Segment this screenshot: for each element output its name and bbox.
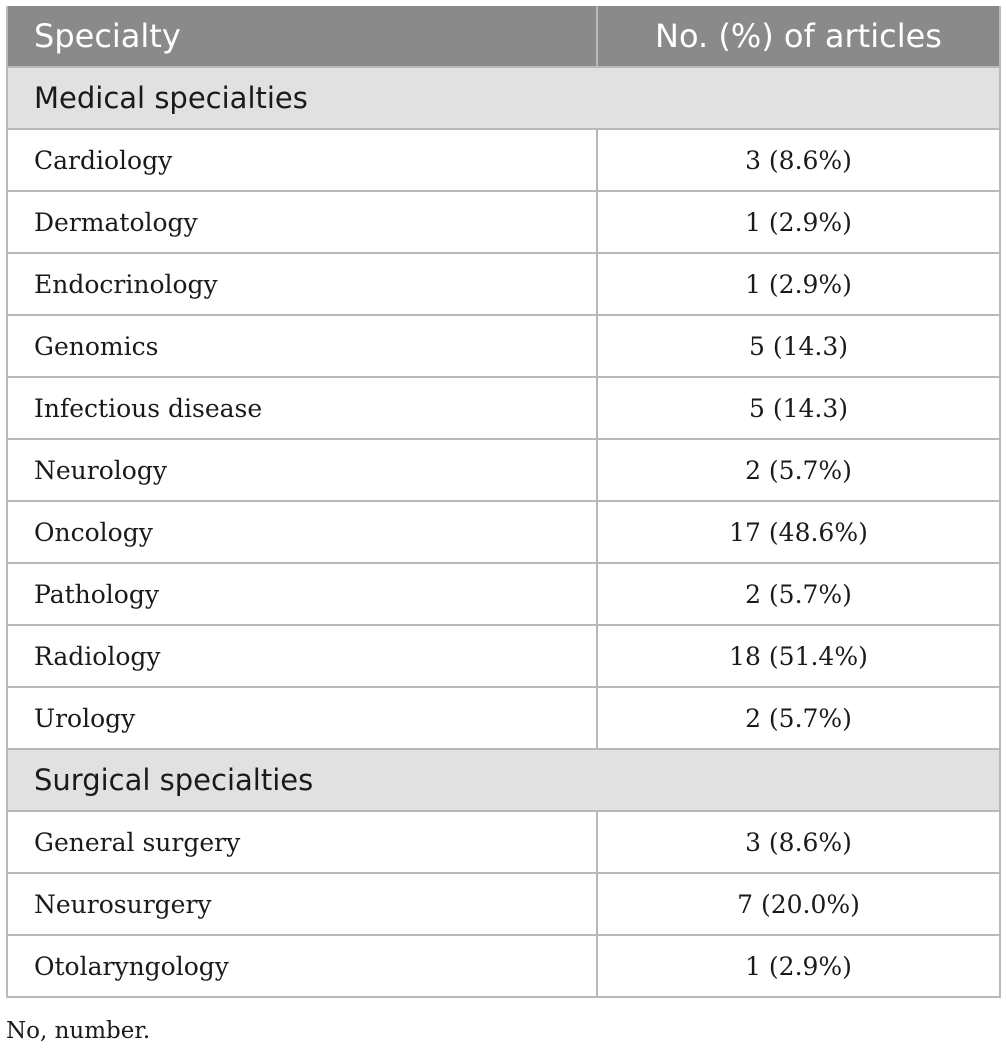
section-title: Medical specialties — [6, 66, 1001, 130]
value-cell: 18 (51.4%) — [596, 624, 1001, 688]
specialty-cell: Urology — [6, 686, 598, 750]
table-row: Pathology 2 (5.7%) — [6, 562, 1001, 626]
table-header-row: Specialty No. (%) of articles — [6, 6, 1001, 68]
specialty-table-container: Specialty No. (%) of articles Medical sp… — [6, 6, 1001, 998]
specialty-table: Specialty No. (%) of articles Medical sp… — [6, 6, 1001, 998]
header-specialty: Specialty — [6, 6, 598, 68]
value-cell: 1 (2.9%) — [596, 252, 1001, 316]
specialty-cell: Neurology — [6, 438, 598, 502]
specialty-cell: General surgery — [6, 810, 598, 874]
value-cell: 2 (5.7%) — [596, 438, 1001, 502]
header-articles: No. (%) of articles — [596, 6, 1001, 68]
specialty-cell: Oncology — [6, 500, 598, 564]
specialty-cell: Pathology — [6, 562, 598, 626]
table-row: Genomics 5 (14.3) — [6, 314, 1001, 378]
table-row: Neurosurgery 7 (20.0%) — [6, 872, 1001, 936]
table-row: Dermatology 1 (2.9%) — [6, 190, 1001, 254]
specialty-cell: Otolaryngology — [6, 934, 598, 998]
specialty-cell: Cardiology — [6, 128, 598, 192]
value-cell: 1 (2.9%) — [596, 190, 1001, 254]
value-cell: 1 (2.9%) — [596, 934, 1001, 998]
table-row: Radiology 18 (51.4%) — [6, 624, 1001, 688]
value-cell: 2 (5.7%) — [596, 562, 1001, 626]
section-row-surgical: Surgical specialties — [6, 748, 1001, 812]
table-row: Urology 2 (5.7%) — [6, 686, 1001, 750]
value-cell: 7 (20.0%) — [596, 872, 1001, 936]
table-row: General surgery 3 (8.6%) — [6, 810, 1001, 874]
value-cell: 3 (8.6%) — [596, 128, 1001, 192]
section-title: Surgical specialties — [6, 748, 1001, 812]
table-row: Oncology 17 (48.6%) — [6, 500, 1001, 564]
table-footnote: No, number. — [6, 1018, 151, 1044]
specialty-cell: Neurosurgery — [6, 872, 598, 936]
value-cell: 3 (8.6%) — [596, 810, 1001, 874]
table-row: Endocrinology 1 (2.9%) — [6, 252, 1001, 316]
table-row: Neurology 2 (5.7%) — [6, 438, 1001, 502]
specialty-cell: Infectious disease — [6, 376, 598, 440]
value-cell: 17 (48.6%) — [596, 500, 1001, 564]
specialty-cell: Genomics — [6, 314, 598, 378]
table-row: Cardiology 3 (8.6%) — [6, 128, 1001, 192]
value-cell: 5 (14.3) — [596, 376, 1001, 440]
specialty-cell: Dermatology — [6, 190, 598, 254]
specialty-cell: Endocrinology — [6, 252, 598, 316]
table-row: Otolaryngology 1 (2.9%) — [6, 934, 1001, 998]
value-cell: 2 (5.7%) — [596, 686, 1001, 750]
table-row: Infectious disease 5 (14.3) — [6, 376, 1001, 440]
section-row-medical: Medical specialties — [6, 66, 1001, 130]
specialty-cell: Radiology — [6, 624, 598, 688]
value-cell: 5 (14.3) — [596, 314, 1001, 378]
